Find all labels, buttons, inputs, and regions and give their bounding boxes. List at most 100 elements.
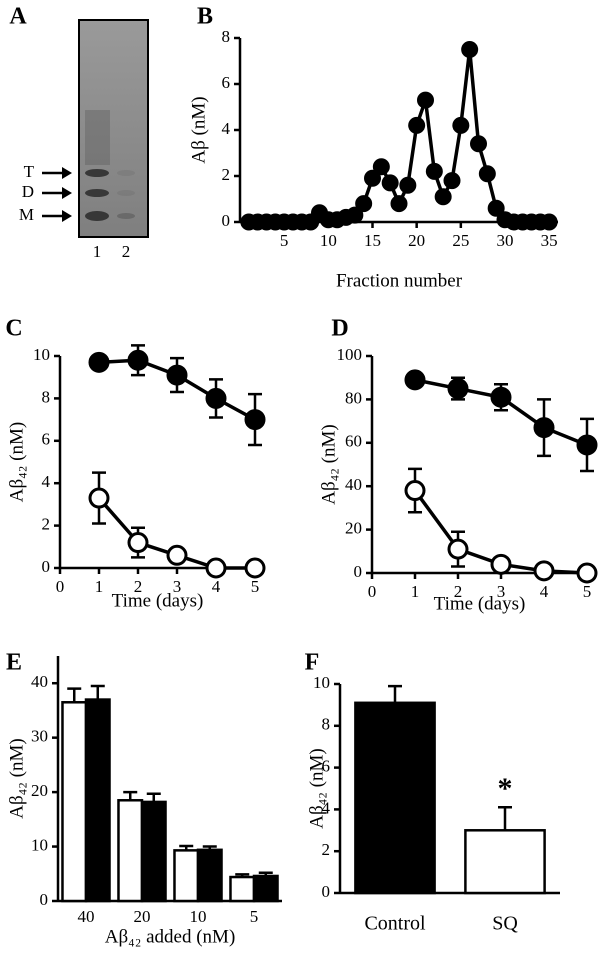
y-axis-label: Aβ₄₂ (nM) [6, 422, 27, 502]
y-tick-label: 8 [322, 715, 331, 734]
x-tick-label: 20 [408, 231, 425, 250]
bar [354, 701, 436, 895]
error-bar [67, 687, 82, 703]
x-tick-label: 10 [190, 907, 207, 926]
y-tick-label: 100 [337, 345, 363, 364]
point [576, 562, 598, 584]
y-tick-label: 10 [33, 345, 50, 364]
panel-label: E [6, 650, 22, 676]
gel-band [117, 213, 135, 219]
y-tick-label: 40 [31, 672, 48, 691]
gel-smear [85, 110, 110, 165]
panel-label: D [331, 316, 348, 342]
bar [140, 800, 167, 903]
bar [229, 875, 256, 903]
x-tick-label: SQ [492, 913, 518, 935]
x-tick-label: 4 [212, 577, 221, 596]
x-axis-label: Time (days) [112, 590, 204, 611]
y-tick-label: 60 [345, 432, 362, 451]
y-tick-label: 4 [42, 472, 51, 491]
panel-label: B [197, 4, 213, 30]
bar [196, 848, 223, 903]
x-tick-label: 15 [364, 231, 381, 250]
bar [84, 698, 111, 903]
arrow-head [62, 187, 72, 199]
y-tick-label: 0 [222, 211, 231, 230]
gel-band [85, 189, 109, 197]
annotation: * [498, 772, 513, 805]
bar [117, 799, 144, 903]
bar [464, 829, 546, 895]
point [355, 195, 373, 213]
y-tick-label: 4 [222, 119, 231, 138]
point [346, 206, 364, 224]
y-tick-label: 6 [222, 73, 231, 92]
point [372, 158, 390, 176]
x-tick-label: 3 [497, 582, 506, 601]
gel [78, 19, 149, 238]
point [417, 91, 434, 109]
error-bar [388, 684, 402, 703]
arrow-head [62, 210, 72, 222]
bar [173, 849, 200, 903]
x-tick-label: 25 [452, 231, 469, 250]
x-tick-label: 5 [583, 582, 592, 601]
y-tick-label: 20 [345, 519, 362, 538]
band-label: T [24, 162, 35, 181]
x-axis-label: Aβ₄₂ added (nM) [105, 926, 236, 947]
gel-band [85, 169, 109, 177]
x-axis-label: Fraction number [336, 270, 463, 291]
point [533, 417, 555, 439]
point [166, 364, 188, 386]
y-tick-label: 2 [322, 840, 331, 859]
point [470, 135, 487, 153]
x-tick-label: 3 [173, 577, 182, 596]
x-tick-label: 5 [280, 231, 289, 250]
point [244, 409, 266, 431]
point [443, 172, 461, 190]
x-tick-label: 0 [56, 577, 65, 596]
point [364, 169, 381, 187]
band-label: D [22, 182, 34, 201]
point [434, 188, 452, 206]
gel-band [85, 211, 109, 221]
bar [252, 874, 279, 903]
x-tick-label: 2 [134, 577, 143, 596]
error-bar [123, 790, 138, 801]
gel-band [117, 190, 135, 196]
x-tick-label: 1 [411, 582, 420, 601]
y-axis-label: Aβ (nM) [188, 96, 209, 163]
lane-label: 2 [122, 242, 131, 261]
point [447, 538, 469, 560]
x-tick-label: 40 [78, 907, 95, 926]
x-tick-label: 5 [251, 577, 260, 596]
gel-band [117, 170, 135, 176]
error-bar [235, 873, 250, 878]
point [576, 434, 598, 456]
x-tick-label: 30 [497, 231, 514, 250]
band-label: M [19, 205, 34, 224]
arrow-head [62, 167, 72, 179]
point [88, 351, 110, 373]
error-bar [498, 806, 512, 831]
point [205, 557, 227, 579]
point [404, 480, 426, 502]
y-tick-label: 0 [42, 557, 51, 576]
x-tick-label: 1 [95, 577, 104, 596]
x-axis-label: Time (days) [434, 593, 526, 614]
error-bar [258, 871, 273, 876]
point [244, 557, 266, 579]
y-tick-label: 8 [222, 27, 231, 46]
point [381, 174, 399, 192]
point [487, 199, 505, 217]
y-tick-label: 0 [322, 882, 331, 901]
point [390, 195, 408, 213]
y-axis-label: Aβ₄₂ (nM) [6, 738, 27, 818]
panel-label: F [305, 650, 320, 676]
error-bar [179, 844, 194, 851]
point [404, 369, 426, 391]
x-tick-label: 10 [320, 231, 337, 250]
y-axis-label: Aβ₄₂ (nM) [306, 748, 327, 828]
point [533, 560, 555, 582]
